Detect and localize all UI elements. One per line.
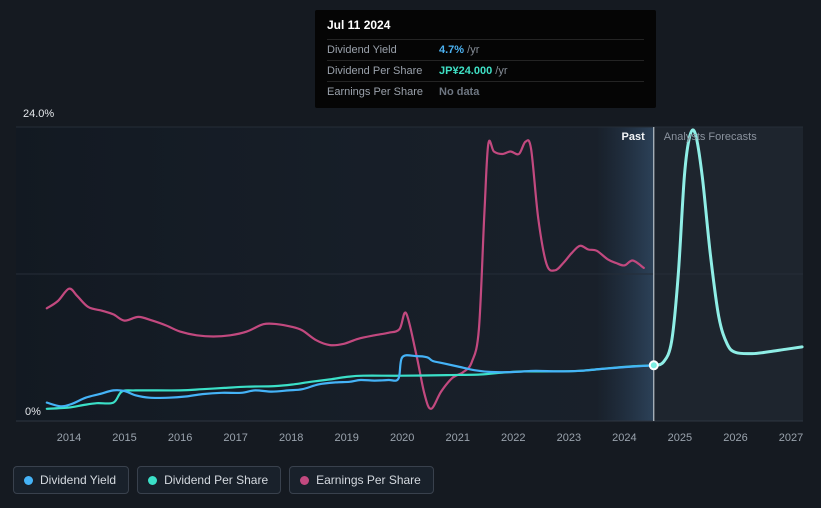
legend-label: Dividend Yield bbox=[40, 473, 117, 487]
x-tick-2014: 2014 bbox=[56, 432, 82, 444]
legend-toggle-earnings-per-share[interactable]: Earnings Per Share bbox=[289, 466, 434, 494]
legend-toggle-dividend-per-share[interactable]: Dividend Per Share bbox=[137, 466, 282, 494]
y-axis-label-top: 24.0% bbox=[23, 108, 55, 120]
x-tick-2022: 2022 bbox=[501, 432, 526, 444]
tooltip-row-value: JP¥24.000 /yr bbox=[439, 65, 508, 77]
x-tick-2021: 2021 bbox=[445, 432, 471, 444]
tooltip-row-unit: /yr bbox=[464, 44, 480, 56]
y-axis-label-bottom: 0% bbox=[25, 406, 41, 418]
x-tick-2025: 2025 bbox=[667, 432, 693, 444]
tooltip-row: Dividend Yield 4.7% /yr bbox=[327, 39, 644, 60]
x-tick-2024: 2024 bbox=[612, 432, 637, 444]
x-tick-2027: 2027 bbox=[778, 432, 804, 444]
x-tick-2026: 2026 bbox=[723, 432, 748, 444]
tooltip-row-unit: /yr bbox=[492, 65, 508, 77]
x-tick-2023: 2023 bbox=[556, 432, 582, 444]
x-tick-2016: 2016 bbox=[167, 432, 193, 444]
legend-toggle-dividend-yield[interactable]: Dividend Yield bbox=[13, 466, 130, 494]
x-tick-2020: 2020 bbox=[389, 432, 415, 444]
current-value-marker-core bbox=[650, 362, 657, 369]
x-tick-2019: 2019 bbox=[334, 432, 359, 444]
series-earnings-per-share bbox=[45, 139, 645, 410]
x-tick-2017: 2017 bbox=[223, 432, 248, 444]
tooltip-row-value: No data bbox=[439, 86, 480, 98]
x-tick-2018: 2018 bbox=[278, 432, 304, 444]
tooltip-row-label: Dividend Per Share bbox=[327, 65, 423, 77]
tooltip-row-label: Earnings Per Share bbox=[327, 86, 423, 98]
legend: Dividend Yield Dividend Per Share Earnings… bbox=[13, 466, 434, 494]
legend-dot-icon bbox=[300, 475, 310, 485]
tooltip-row: Earnings Per Share No data bbox=[327, 81, 644, 102]
tooltip-row: Dividend Per Share JP¥24.000 /yr bbox=[327, 60, 644, 81]
tooltip-row-label: Dividend Yield bbox=[327, 44, 397, 56]
series-dividend-yield bbox=[45, 354, 655, 408]
tooltip-date: Jul 11 2024 bbox=[327, 18, 391, 32]
tooltip-rows: Dividend Yield 4.7% /yr Dividend Per Share… bbox=[327, 39, 644, 102]
legend-dot-icon bbox=[24, 475, 33, 485]
legend-dot-icon bbox=[148, 475, 158, 485]
series-dividend-per-share-forecast- bbox=[652, 128, 804, 367]
tooltip-row-value: 4.7% /yr bbox=[439, 44, 480, 56]
legend-label: Dividend Per Share bbox=[164, 473, 269, 487]
x-tick-2015: 2015 bbox=[112, 432, 137, 444]
past-zone-label: Past bbox=[621, 131, 645, 143]
legend-label: Earnings Per Share bbox=[316, 473, 421, 487]
forecast-zone-label: Analysts Forecasts bbox=[663, 131, 757, 143]
tooltip: Jul 11 2024 Dividend Yield 4.7% /yr Divide… bbox=[315, 10, 656, 108]
